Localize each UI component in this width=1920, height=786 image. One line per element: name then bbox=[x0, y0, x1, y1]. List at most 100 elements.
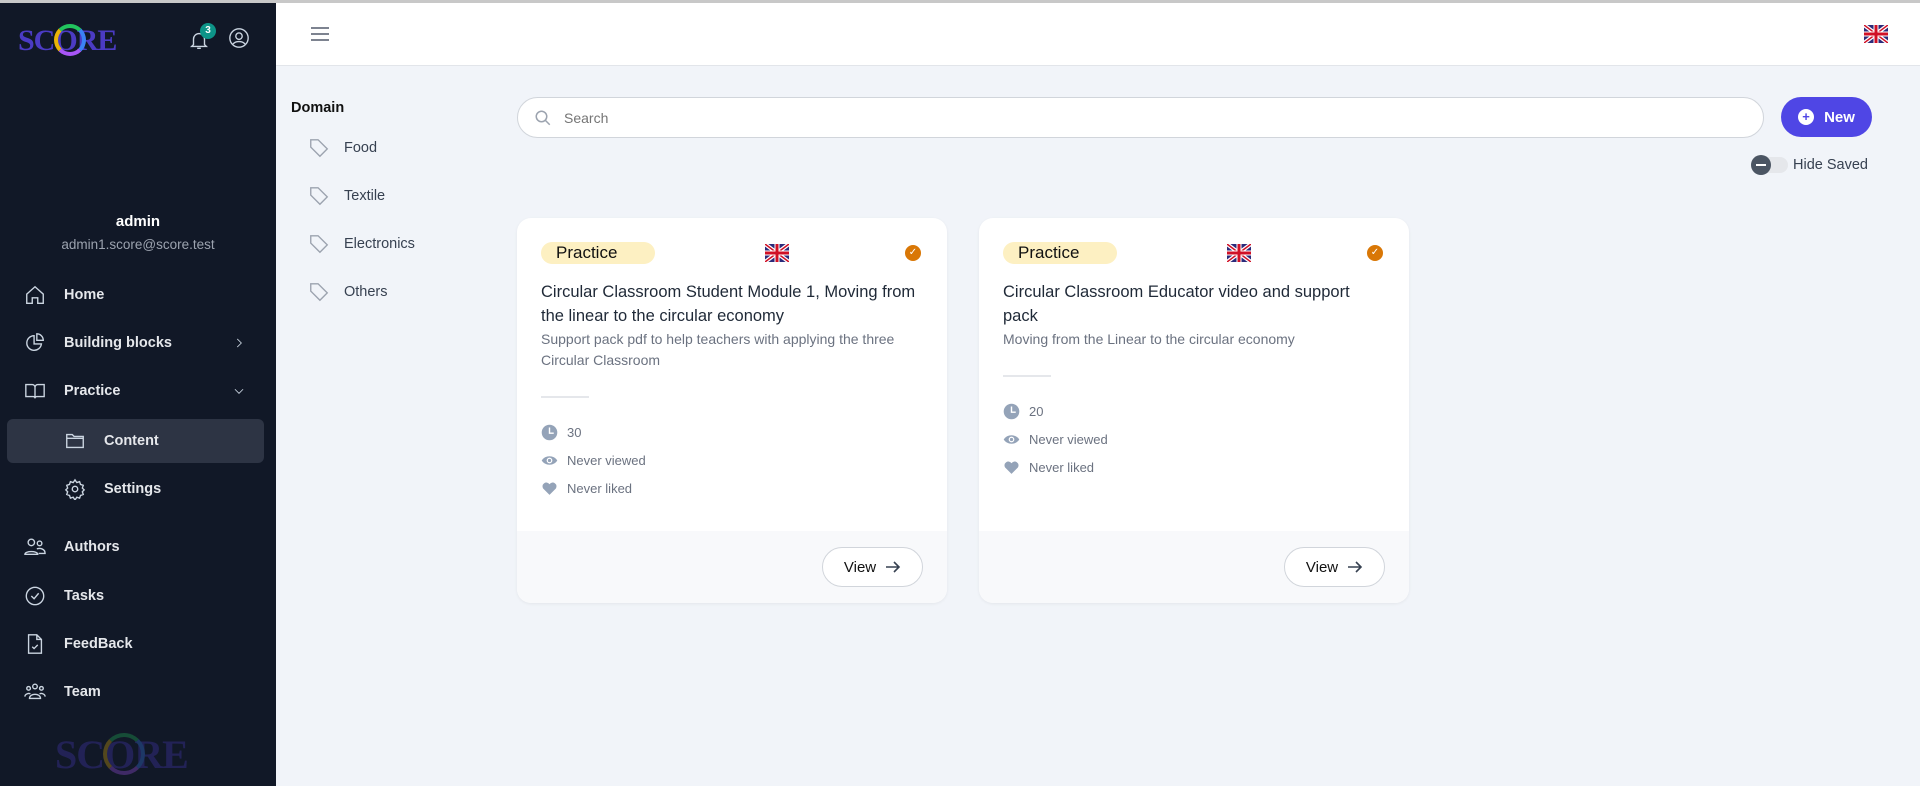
tag-icon bbox=[310, 283, 329, 302]
type-badge: Practice bbox=[541, 242, 655, 264]
arrow-right-icon bbox=[1348, 561, 1363, 573]
label: Building blocks bbox=[64, 335, 172, 351]
language-flag-uk-icon[interactable] bbox=[1864, 25, 1888, 43]
hamburger-menu-icon[interactable] bbox=[310, 25, 330, 43]
sidebar-item-authors[interactable]: Authors bbox=[24, 536, 120, 558]
search-input[interactable] bbox=[564, 106, 1744, 130]
divider bbox=[541, 396, 589, 398]
notification-badge: 3 bbox=[200, 23, 216, 39]
clock-icon bbox=[1003, 403, 1020, 420]
score-logo[interactable]: SCORE bbox=[18, 23, 117, 59]
label: Others bbox=[344, 284, 388, 300]
verified-check-icon: ✓ bbox=[1367, 245, 1383, 261]
footer-logo-ring bbox=[103, 733, 145, 775]
content-card[interactable]: Practice ✓ Circular Classroom Educator v… bbox=[979, 218, 1409, 603]
toggle-switch[interactable] bbox=[1751, 155, 1788, 175]
label: FeedBack bbox=[64, 636, 133, 652]
sidebar-item-home[interactable]: Home bbox=[24, 284, 104, 306]
team-icon bbox=[24, 683, 46, 700]
card-title: Circular Classroom Student Module 1, Mov… bbox=[541, 283, 916, 325]
logo-ring bbox=[54, 24, 86, 56]
tag-icon bbox=[310, 187, 329, 206]
sidebar-item-content[interactable]: Content bbox=[64, 430, 159, 452]
users-icon bbox=[24, 538, 46, 556]
folder-icon bbox=[66, 433, 84, 449]
value: 20 bbox=[1029, 404, 1044, 419]
value: Never viewed bbox=[567, 453, 646, 468]
language-flag-uk-icon bbox=[765, 244, 789, 262]
search-icon bbox=[535, 110, 551, 126]
view-label: View bbox=[1305, 558, 1339, 576]
notifications-button[interactable]: 3 bbox=[188, 23, 216, 56]
sidebar: SCORE 3 admin admin1.score@score.test Ho… bbox=[0, 0, 276, 786]
domain-item-others[interactable]: Others bbox=[308, 281, 388, 303]
card-title: Circular Classroom Educator video and su… bbox=[1003, 283, 1350, 325]
duration: 20 bbox=[1003, 403, 1043, 420]
user-email: admin1.score@score.test bbox=[61, 237, 215, 252]
document-check-icon bbox=[27, 634, 43, 654]
arrow-right-icon bbox=[886, 561, 901, 573]
sidebar-item-practice[interactable]: Practice bbox=[24, 380, 246, 402]
content-card[interactable]: Practice ✓ Circular Classroom Student Mo… bbox=[517, 218, 947, 603]
home-icon bbox=[26, 285, 44, 304]
eye-icon bbox=[1003, 435, 1020, 444]
footer-logo: SCORE bbox=[55, 731, 189, 779]
label: Authors bbox=[64, 539, 120, 555]
view-button[interactable]: View bbox=[822, 547, 923, 587]
label: Textile bbox=[344, 188, 386, 204]
eye-icon bbox=[541, 456, 558, 465]
verified-check-icon: ✓ bbox=[905, 245, 921, 261]
value: 30 bbox=[567, 425, 582, 440]
view-label: View bbox=[843, 558, 877, 576]
user-name: admin bbox=[115, 213, 161, 230]
new-button[interactable]: + New bbox=[1781, 97, 1872, 137]
card-description: Support pack pdf to help teachers with a… bbox=[541, 331, 895, 368]
card-description: Moving from the Linear to the circular e… bbox=[1003, 331, 1295, 347]
user-circle-icon[interactable] bbox=[228, 27, 250, 49]
new-label: New bbox=[1824, 108, 1855, 126]
sidebar-item-building-blocks[interactable]: Building blocks bbox=[24, 332, 246, 354]
label: Team bbox=[64, 684, 101, 700]
label: Settings bbox=[104, 481, 162, 497]
sidebar-item-content-highlight bbox=[7, 419, 264, 463]
views: Never viewed bbox=[541, 452, 646, 469]
value: Never liked bbox=[567, 481, 633, 496]
chevron-right-icon bbox=[236, 338, 242, 348]
label: Practice bbox=[64, 383, 121, 399]
label: Electronics bbox=[344, 236, 415, 252]
views: Never viewed bbox=[1003, 431, 1108, 448]
view-button[interactable]: View bbox=[1284, 547, 1385, 587]
heart-icon bbox=[1004, 461, 1019, 474]
domain-item-food[interactable]: Food bbox=[308, 137, 377, 159]
label: Tasks bbox=[64, 588, 105, 604]
duration: 30 bbox=[541, 424, 581, 441]
chevron-down-icon bbox=[234, 388, 244, 394]
clock-icon bbox=[541, 424, 558, 441]
sidebar-item-team[interactable]: Team bbox=[24, 681, 101, 703]
plus-circle-icon: + bbox=[1798, 109, 1815, 125]
gear-icon bbox=[64, 478, 86, 500]
domain-item-textile[interactable]: Textile bbox=[308, 185, 385, 207]
domain-item-electronics[interactable]: Electronics bbox=[308, 233, 415, 255]
type-badge: Practice bbox=[1003, 242, 1117, 264]
sidebar-item-tasks[interactable]: Tasks bbox=[24, 585, 104, 607]
heart-icon bbox=[542, 482, 557, 495]
search-bar[interactable] bbox=[517, 97, 1764, 138]
value: Never viewed bbox=[1029, 432, 1108, 447]
card-footer: View bbox=[517, 531, 947, 603]
card-footer: View bbox=[979, 531, 1409, 603]
label: Content bbox=[104, 433, 159, 449]
label: Food bbox=[344, 140, 378, 156]
hide-saved-toggle[interactable]: Hide Saved bbox=[1751, 155, 1868, 175]
book-open-icon bbox=[25, 383, 45, 399]
top-bar bbox=[276, 0, 1920, 66]
pie-chart-icon bbox=[26, 333, 44, 351]
likes: Never liked bbox=[541, 480, 632, 497]
sidebar-item-feedback[interactable]: FeedBack bbox=[24, 633, 133, 655]
sidebar-item-settings[interactable]: Settings bbox=[64, 478, 161, 500]
domain-title: Domain bbox=[291, 100, 345, 116]
divider bbox=[1003, 375, 1051, 377]
tag-icon bbox=[310, 139, 329, 158]
language-flag-uk-icon bbox=[1227, 244, 1251, 262]
label: Home bbox=[64, 287, 105, 303]
